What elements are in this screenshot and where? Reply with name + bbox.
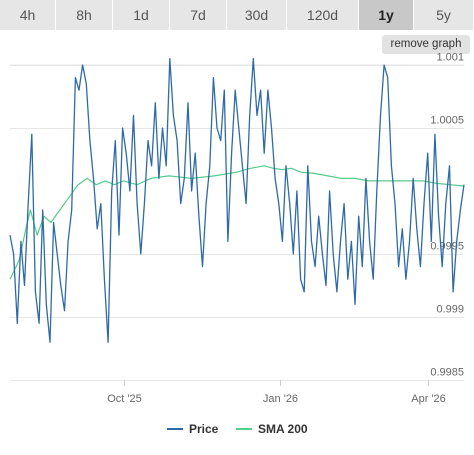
x-tick-label: Jan '26 [263,393,298,405]
grid-layer [10,64,464,381]
legend-line-price [167,428,183,430]
tab-8h[interactable]: 8h [56,0,113,30]
y-tick-label: 0.999 [436,304,464,316]
tab-4h[interactable]: 4h [0,0,56,30]
legend-item-price[interactable]: Price [167,420,218,438]
x-tick-label: Apr '26 [411,393,446,405]
legend-label-sma: SMA 200 [258,422,308,436]
legend-item-sma[interactable]: SMA 200 [236,420,308,438]
tab-1d[interactable]: 1d [113,0,170,30]
y-tick-label: 0.9985 [430,367,464,379]
y-tick-label: 0.9995 [430,241,464,253]
y-tick-label: 1.001 [436,52,464,64]
tab-30d[interactable]: 30d [227,0,287,30]
x-tick-labels: Oct '25 Jan '26 Apr '26 [107,380,446,405]
series-line-price [9,58,465,343]
x-tick-label: Oct '25 [107,393,142,405]
tab-1y[interactable]: 1y [359,0,414,30]
tab-7d[interactable]: 7d [170,0,227,30]
remove-graph-button[interactable]: remove graph [382,35,470,54]
range-tab-bar: 4h 8h 1d 7d 30d 120d 1y 5y [0,0,474,30]
y-tick-label: 1.0005 [430,115,464,127]
legend: Price SMA 200 [0,420,474,438]
tab-5y[interactable]: 5y [414,0,474,30]
legend-label-price: Price [189,422,219,436]
tab-120d[interactable]: 120d [287,0,359,30]
legend-line-sma [236,428,252,430]
series-layer [9,58,465,343]
y-tick-labels: 1.001 1.0005 0.9995 0.999 0.9985 [430,52,464,379]
